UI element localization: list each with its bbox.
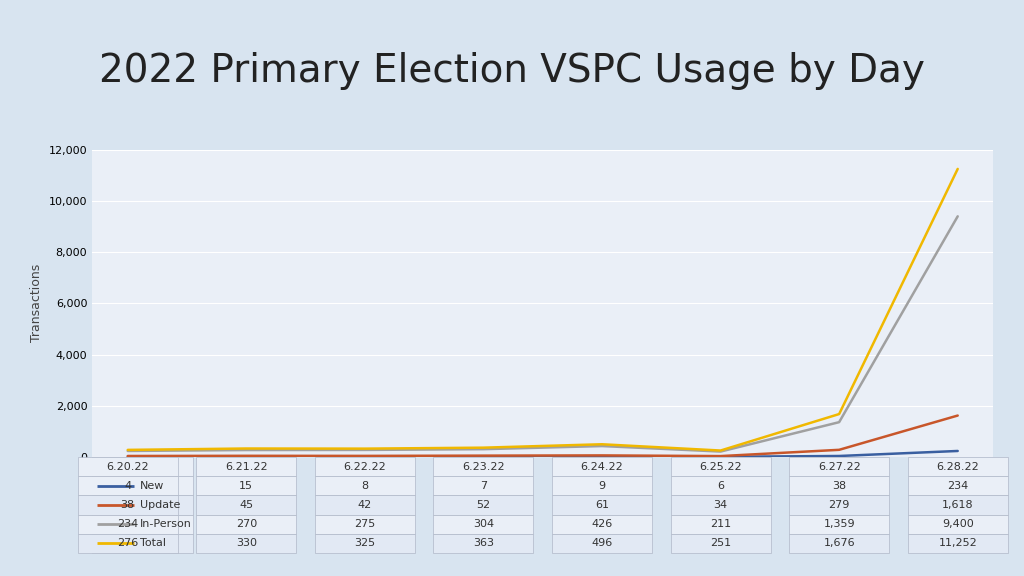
Text: 211: 211 [710,519,731,529]
Bar [433,476,534,495]
Bar [552,476,652,495]
Text: 6.24.22: 6.24.22 [581,461,624,472]
Text: Update: Update [139,500,180,510]
Bar [671,514,771,534]
Bar [314,534,415,553]
Text: 8: 8 [361,481,369,491]
Bar [92,514,193,534]
Text: 6.27.22: 6.27.22 [818,461,860,472]
Bar [314,457,415,476]
Bar [907,476,1008,495]
Text: 426: 426 [592,519,612,529]
Bar [907,514,1008,534]
Text: 7: 7 [480,481,487,491]
Text: 38: 38 [833,481,846,491]
Text: 45: 45 [240,500,253,510]
Bar [314,495,415,514]
Y-axis label: Transactions: Transactions [30,264,43,343]
Text: 42: 42 [357,500,372,510]
Text: 496: 496 [592,539,612,548]
Text: 2022 Primary Election VSPC Usage by Day: 2022 Primary Election VSPC Usage by Day [99,52,925,90]
Bar [433,457,534,476]
Text: 52: 52 [476,500,490,510]
Text: 6.28.22: 6.28.22 [936,461,979,472]
Bar [790,514,889,534]
Bar [314,476,415,495]
Text: 15: 15 [240,481,253,491]
Text: 6.25.22: 6.25.22 [699,461,741,472]
Bar [552,534,652,553]
Bar [907,495,1008,514]
Bar [197,476,296,495]
Text: 34: 34 [714,500,728,510]
Text: New: New [139,481,164,491]
Bar [790,457,889,476]
Bar [433,514,534,534]
Bar [78,514,178,534]
Text: In-Person: In-Person [139,519,191,529]
Bar [790,495,889,514]
Text: 1,359: 1,359 [823,519,855,529]
Text: 61: 61 [595,500,609,510]
Bar [671,457,771,476]
Text: 6: 6 [717,481,724,491]
Bar [671,495,771,514]
Bar [78,495,178,514]
Text: 275: 275 [354,519,376,529]
Bar [78,476,178,495]
Bar [197,514,296,534]
Text: 11,252: 11,252 [938,539,977,548]
Bar [92,534,193,553]
Bar [671,476,771,495]
Text: 1,618: 1,618 [942,500,974,510]
Text: 6.20.22: 6.20.22 [106,461,150,472]
Text: 276: 276 [117,539,138,548]
Text: 9: 9 [598,481,605,491]
Text: 4: 4 [124,481,131,491]
Bar [552,457,652,476]
Bar [907,534,1008,553]
Bar [197,534,296,553]
Text: 234: 234 [117,519,138,529]
Bar [197,495,296,514]
Bar [78,534,178,553]
Text: 270: 270 [236,519,257,529]
Bar [78,457,178,476]
Bar [552,495,652,514]
Bar [790,534,889,553]
Text: 363: 363 [473,539,494,548]
Bar [552,514,652,534]
Text: 325: 325 [354,539,376,548]
Bar [433,495,534,514]
Text: 234: 234 [947,481,969,491]
Bar [790,476,889,495]
Bar [907,457,1008,476]
Text: 1,676: 1,676 [823,539,855,548]
Bar [92,476,193,495]
Text: 6.22.22: 6.22.22 [343,461,386,472]
Bar [197,457,296,476]
Text: 9,400: 9,400 [942,519,974,529]
Text: 279: 279 [828,500,850,510]
Text: Total: Total [139,539,166,548]
Bar [314,514,415,534]
Text: 6.21.22: 6.21.22 [225,461,267,472]
Text: 251: 251 [710,539,731,548]
Bar [92,495,193,514]
Bar [671,534,771,553]
Bar [92,457,193,476]
Text: 6.23.22: 6.23.22 [462,461,505,472]
Bar [433,534,534,553]
Text: 38: 38 [121,500,135,510]
Text: 330: 330 [236,539,257,548]
Text: 304: 304 [473,519,494,529]
